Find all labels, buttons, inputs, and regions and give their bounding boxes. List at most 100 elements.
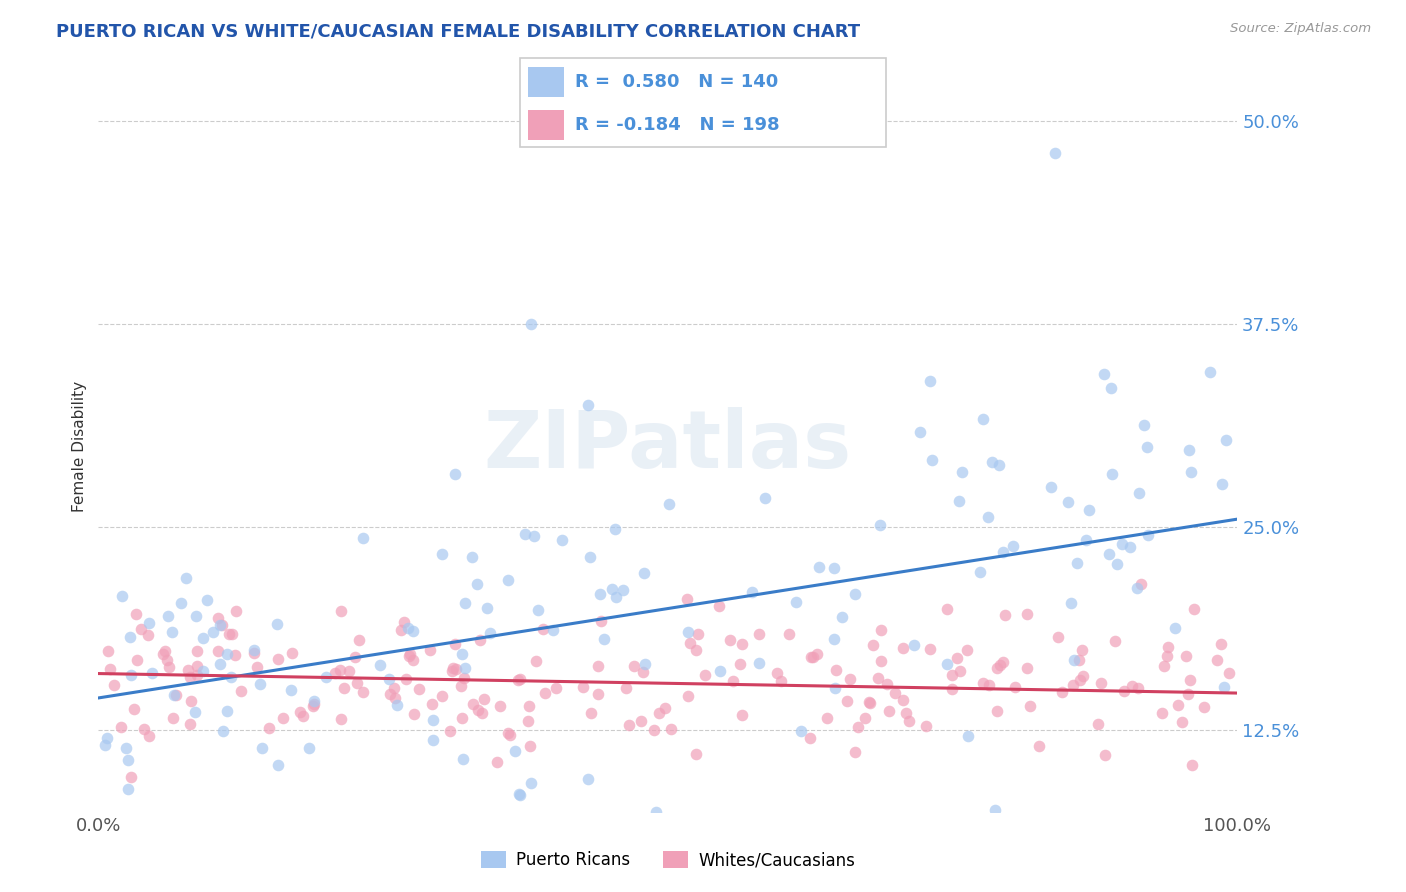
Point <box>1171 715 1194 730</box>
Point <box>1178 442 1201 457</box>
Point <box>1164 621 1187 635</box>
FancyBboxPatch shape <box>527 110 564 140</box>
Point <box>94 739 117 753</box>
Point <box>534 686 557 700</box>
Point <box>499 728 522 742</box>
Point <box>572 680 595 694</box>
Point <box>110 720 132 734</box>
Point <box>1135 440 1157 454</box>
Point <box>957 729 980 743</box>
Point <box>454 661 477 675</box>
Point <box>218 627 240 641</box>
Point <box>138 616 160 631</box>
Point <box>402 706 425 721</box>
Point <box>801 649 824 664</box>
Point <box>1004 681 1026 695</box>
Point <box>395 672 418 686</box>
Point <box>215 647 238 661</box>
Point <box>986 661 1008 675</box>
Point <box>891 692 914 706</box>
Point <box>991 655 1014 669</box>
Point <box>679 636 702 650</box>
Point <box>1087 716 1109 731</box>
Point <box>1180 465 1202 479</box>
Point <box>519 739 541 754</box>
Point <box>508 673 530 687</box>
Point <box>862 638 884 652</box>
Point <box>380 687 402 701</box>
Point <box>1192 700 1215 714</box>
Point <box>207 611 229 625</box>
Point <box>315 670 337 684</box>
Point <box>508 787 530 801</box>
Point <box>266 617 288 632</box>
Point <box>496 726 519 740</box>
FancyBboxPatch shape <box>520 58 886 147</box>
Point <box>430 690 453 704</box>
Point <box>1002 539 1025 553</box>
Point <box>876 677 898 691</box>
Point <box>259 721 281 735</box>
Point <box>267 757 290 772</box>
Point <box>866 671 889 685</box>
Point <box>800 650 823 665</box>
Point <box>709 665 731 679</box>
Point <box>1063 653 1085 667</box>
Y-axis label: Female Disability: Female Disability <box>72 380 87 512</box>
Point <box>191 631 214 645</box>
Point <box>1129 577 1152 591</box>
Point <box>986 704 1008 718</box>
Point <box>1052 685 1074 699</box>
Point <box>402 624 425 639</box>
Point <box>676 689 699 703</box>
Point <box>1069 673 1091 687</box>
Point <box>221 671 243 685</box>
Point <box>468 632 491 647</box>
Point <box>343 649 366 664</box>
Point <box>127 653 149 667</box>
Point <box>329 663 352 677</box>
Point <box>1071 669 1094 683</box>
Point <box>302 698 325 713</box>
Point <box>617 718 640 732</box>
Point <box>229 684 252 698</box>
Point <box>908 425 931 439</box>
Point <box>581 706 603 720</box>
Point <box>398 649 420 664</box>
Point <box>778 626 800 640</box>
Point <box>748 656 770 670</box>
Point <box>605 590 627 604</box>
Point <box>399 647 422 661</box>
Point <box>444 467 467 482</box>
Point <box>766 665 789 680</box>
Point <box>806 648 828 662</box>
Point <box>509 789 531 803</box>
Point <box>186 659 208 673</box>
Point <box>891 640 914 655</box>
Text: R =  0.580   N = 140: R = 0.580 N = 140 <box>575 73 779 91</box>
Point <box>382 681 405 696</box>
Point <box>463 697 485 711</box>
Point <box>709 599 731 614</box>
Point <box>785 594 807 608</box>
Point <box>524 654 547 668</box>
Point <box>950 465 973 479</box>
Point <box>402 653 425 667</box>
Point <box>630 714 652 728</box>
Point <box>471 706 494 721</box>
Point <box>1205 653 1227 667</box>
Point <box>671 825 693 839</box>
Text: Source: ZipAtlas.com: Source: ZipAtlas.com <box>1230 22 1371 36</box>
Point <box>835 694 858 708</box>
Point <box>136 628 159 642</box>
Point <box>332 681 354 695</box>
Point <box>485 755 508 769</box>
Point <box>352 684 374 698</box>
Point <box>844 745 866 759</box>
Point <box>243 646 266 660</box>
Point <box>451 752 474 766</box>
Point <box>246 660 269 674</box>
Point <box>551 533 574 547</box>
Point <box>941 682 963 697</box>
Point <box>654 700 676 714</box>
